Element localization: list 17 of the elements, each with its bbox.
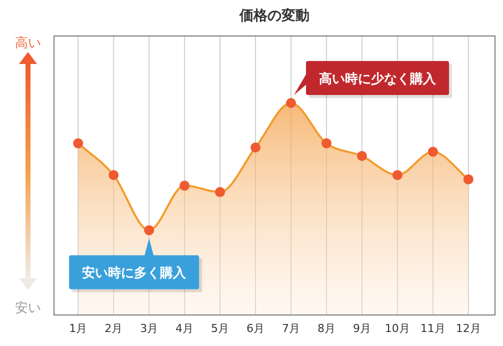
x-tick-label: 4月 xyxy=(176,322,194,335)
x-tick-label: 2月 xyxy=(104,322,123,335)
annotation: 高い時に少なく購入 xyxy=(319,71,437,87)
x-tick-label: 1月 xyxy=(69,322,88,335)
x-tick-label: 6月 xyxy=(246,322,265,335)
x-tick-label: 5月 xyxy=(211,322,230,335)
x-tick-label: 9月 xyxy=(352,322,371,335)
text: 高い xyxy=(15,35,41,51)
x-tick-label: 12月 xyxy=(456,322,481,335)
annotation: 安い時に多く購入 xyxy=(82,265,188,282)
x-tick-label: 8月 xyxy=(317,322,336,335)
text: 安い xyxy=(15,300,41,316)
x-tick-label: 10月 xyxy=(384,322,410,335)
x-tick-label: 7月 xyxy=(282,322,300,335)
x-tick-label: 3月 xyxy=(140,322,158,335)
x-tick-label: 11月 xyxy=(420,322,446,335)
chart-title: 価格の変動 xyxy=(238,7,310,24)
